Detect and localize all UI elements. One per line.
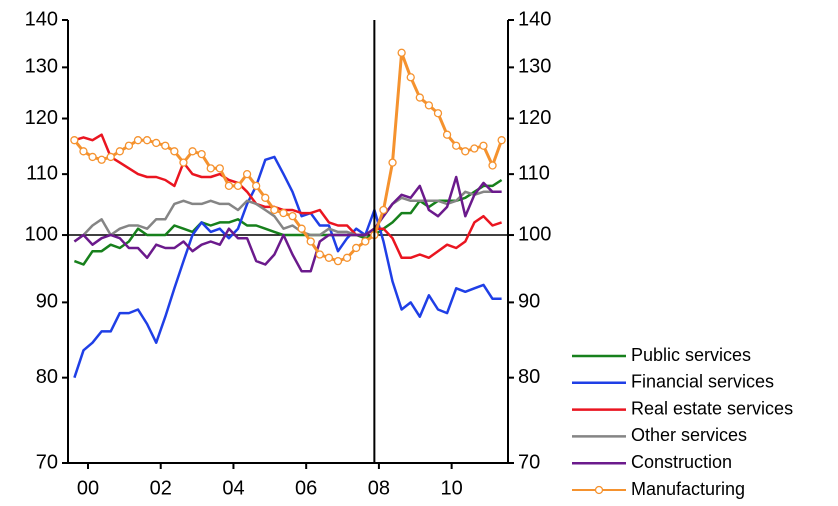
legend-label: Construction [631,452,732,472]
y2-tick-label: 110 [518,162,550,184]
y-tick-label: 100 [25,223,58,245]
point-marker [242,169,252,179]
point-marker [261,193,270,202]
point-marker [479,141,488,150]
legend-label: Other services [631,425,747,445]
point-marker [388,158,397,167]
point-marker [179,158,188,167]
point-marker [397,48,406,57]
y2-tick-label: 100 [518,223,551,245]
series-line [74,133,503,260]
legend-label: Financial services [631,372,774,392]
point-marker [297,224,306,233]
point-marker [252,181,261,191]
x-tick-label: 04 [222,477,244,499]
y-tick-label: 80 [36,366,58,388]
point-marker [424,101,434,110]
y-tick-label: 120 [25,107,58,129]
point-marker [188,147,197,156]
point-marker [79,147,88,156]
x-tick-label: 00 [77,477,99,499]
series-line [73,175,502,273]
point-marker [206,164,215,173]
y2-tick-label: 120 [518,107,551,129]
point-marker [488,161,497,170]
point-marker [342,253,352,262]
x-tick-label: 02 [150,477,172,499]
point-marker [124,141,134,150]
point-marker [270,205,279,215]
y-tick-label: 130 [25,56,58,78]
point-marker [433,109,443,118]
point-marker [333,256,343,266]
point-marker [88,152,97,162]
point-marker [133,136,143,145]
x-tick-label: 10 [441,477,463,499]
point-marker [442,130,452,139]
legend-marker [594,485,604,495]
point-marker [170,147,179,156]
point-marker [224,181,234,191]
point-marker [470,144,479,153]
point-marker [142,136,152,145]
point-marker [197,149,206,159]
x-tick-label: 06 [295,477,317,499]
y2-tick-label: 80 [518,366,540,388]
point-marker [106,152,115,162]
y2-tick-label: 130 [518,56,551,78]
point-marker [70,136,79,145]
point-marker [315,250,324,259]
point-marker [215,164,224,173]
series-line [73,190,502,243]
y-tick-label: 140 [25,8,58,30]
point-marker [324,253,334,262]
point-marker [161,141,170,150]
y-tick-label: 110 [26,162,58,184]
point-marker [452,141,461,150]
y2-tick-label: 70 [518,451,540,473]
point-marker [352,243,361,253]
legend-label: Manufacturing [631,479,745,499]
series-line [73,178,503,266]
point-marker [233,181,243,191]
legend-label: Real estate services [631,398,793,418]
y-tick-label: 70 [36,451,58,473]
series-line [73,155,502,379]
point-marker [115,147,124,156]
y2-tick-label: 90 [518,291,540,313]
legend-label: Public services [631,345,751,365]
point-marker [406,73,415,82]
x-tick-label: 08 [368,477,390,499]
point-marker [152,138,161,148]
y-tick-label: 90 [36,291,58,313]
point-marker [279,208,288,218]
point-marker [415,93,424,102]
point-marker [288,212,297,221]
point-marker [97,155,106,164]
point-marker [379,205,388,215]
point-marker [461,147,470,156]
point-marker [497,136,506,145]
y2-tick-label: 140 [518,8,551,30]
point-marker [361,237,370,246]
point-marker [306,237,315,246]
